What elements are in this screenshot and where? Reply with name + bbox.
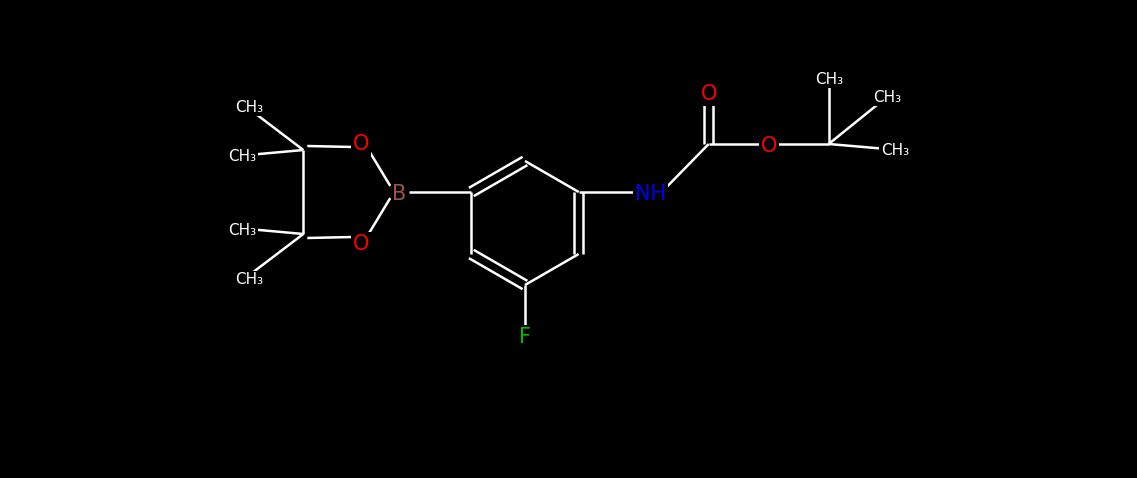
Text: O: O bbox=[354, 234, 370, 254]
Text: B: B bbox=[392, 184, 406, 204]
Text: CH₃: CH₃ bbox=[235, 272, 264, 287]
Text: O: O bbox=[761, 136, 777, 156]
Text: NH: NH bbox=[636, 184, 666, 204]
Text: O: O bbox=[700, 84, 717, 104]
Text: CH₃: CH₃ bbox=[229, 223, 256, 238]
Text: CH₃: CH₃ bbox=[872, 90, 901, 105]
Text: CH₃: CH₃ bbox=[814, 72, 843, 87]
Text: CH₃: CH₃ bbox=[881, 143, 908, 158]
Text: CH₃: CH₃ bbox=[229, 149, 256, 164]
Text: CH₃: CH₃ bbox=[235, 100, 264, 115]
Text: O: O bbox=[354, 134, 370, 154]
Text: F: F bbox=[518, 327, 531, 347]
